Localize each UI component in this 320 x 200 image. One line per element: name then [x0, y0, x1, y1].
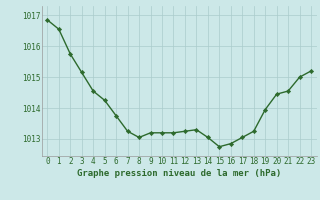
- X-axis label: Graphe pression niveau de la mer (hPa): Graphe pression niveau de la mer (hPa): [77, 169, 281, 178]
